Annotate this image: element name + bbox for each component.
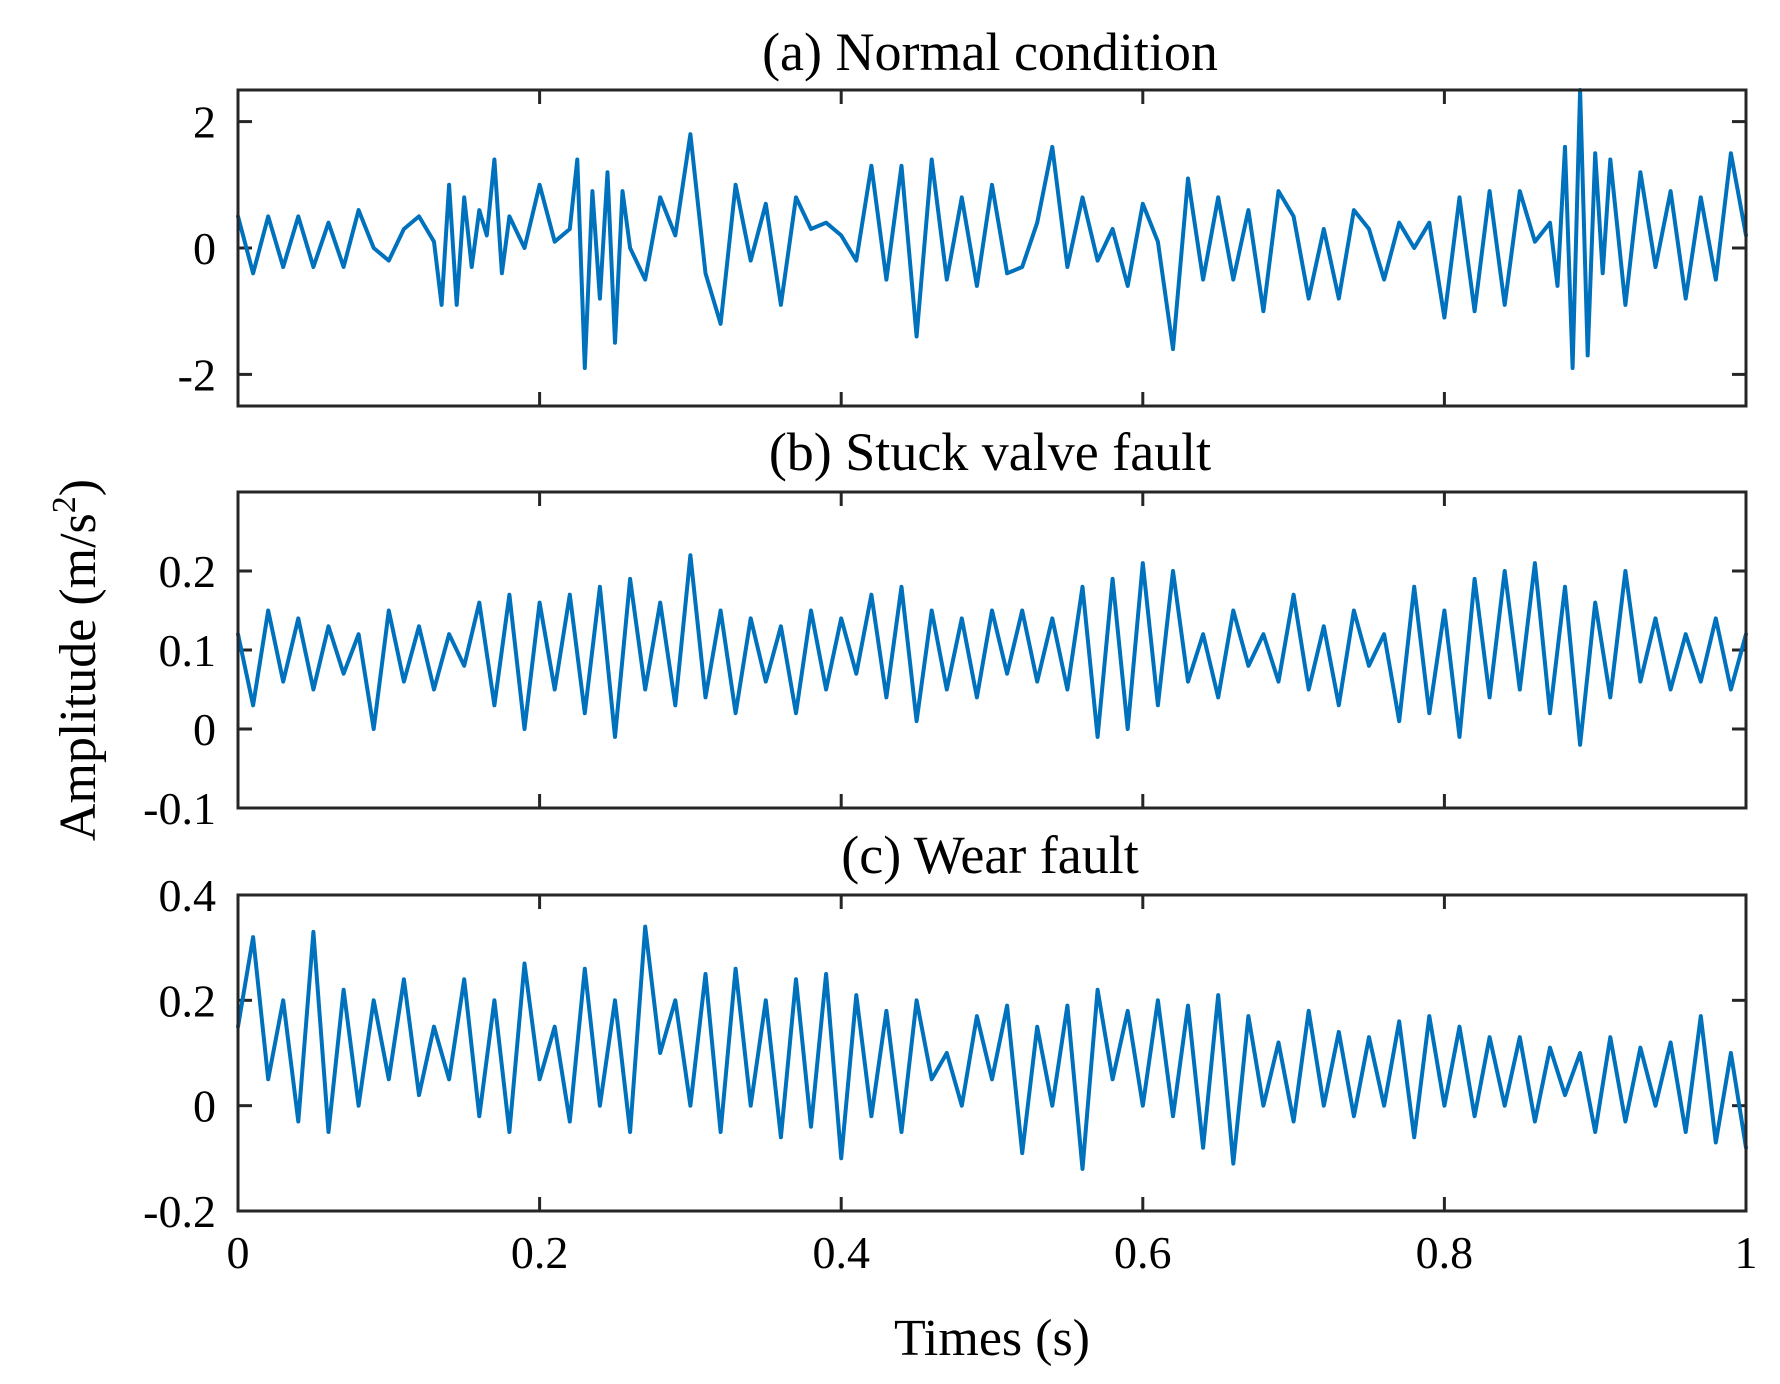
x-tick-label: 0.8	[1416, 1227, 1474, 1278]
panel-a-series-line	[236, 88, 1748, 371]
panel-a-axes-box	[236, 88, 1748, 408]
panel-b-title: (b) Stuck valve fault	[769, 422, 1211, 482]
y-tick-label: -2	[178, 349, 216, 400]
y-tick-label: 0.2	[159, 546, 217, 597]
panel-c-ticks: 0.4 0.2 0 -0.2	[143, 870, 1746, 1237]
y-tick-label: 0.4	[159, 870, 217, 921]
x-tick-label: 0.2	[511, 1227, 569, 1278]
panel-a: (a) Normal condition 2 0 -2	[178, 22, 1748, 408]
x-axis-label: Times (s)	[894, 1310, 1090, 1367]
panel-b-ticks: 0.2 0.1 0 -0.1	[143, 492, 1746, 834]
x-tick-label: 1	[1735, 1227, 1758, 1278]
panel-c-axes-box	[236, 893, 1748, 1213]
x-tick-label: 0.4	[812, 1227, 870, 1278]
y-axis-label-main: Amplitude (m/s	[50, 513, 107, 841]
y-tick-label: -0.2	[143, 1186, 216, 1237]
x-tick-label: 0	[227, 1227, 250, 1278]
y-tick-label: 2	[193, 97, 216, 148]
y-axis-label: Amplitude (m/s2)	[46, 479, 107, 841]
y-tick-label: 0.2	[159, 975, 217, 1026]
panel-c-series-line	[236, 924, 1748, 1171]
panel-c-title: (c) Wear fault	[841, 825, 1138, 885]
panel-a-title: (a) Normal condition	[762, 22, 1218, 82]
y-tick-label: 0	[193, 704, 216, 755]
y-tick-label: 0	[193, 223, 216, 274]
x-tick-labels: 0 0.2 0.4 0.6 0.8 1	[227, 1227, 1758, 1278]
panel-b: (b) Stuck valve fault 0.2 0.1 0 -0.1	[143, 422, 1748, 834]
panel-b-axes-box	[236, 490, 1748, 810]
y-axis-label-superscript: 2	[46, 496, 83, 513]
x-tick-label: 0.6	[1114, 1227, 1172, 1278]
y-axis-label-suffix: )	[50, 479, 107, 496]
panel-a-ticks: 2 0 -2	[178, 90, 1746, 406]
y-tick-label: -0.1	[143, 783, 216, 834]
panel-b-series-line	[236, 553, 1748, 747]
y-tick-label: 0.1	[159, 625, 217, 676]
panel-c: (c) Wear fault 0.4 0.2 0 -0.2	[143, 825, 1748, 1237]
y-tick-label: 0	[193, 1081, 216, 1132]
